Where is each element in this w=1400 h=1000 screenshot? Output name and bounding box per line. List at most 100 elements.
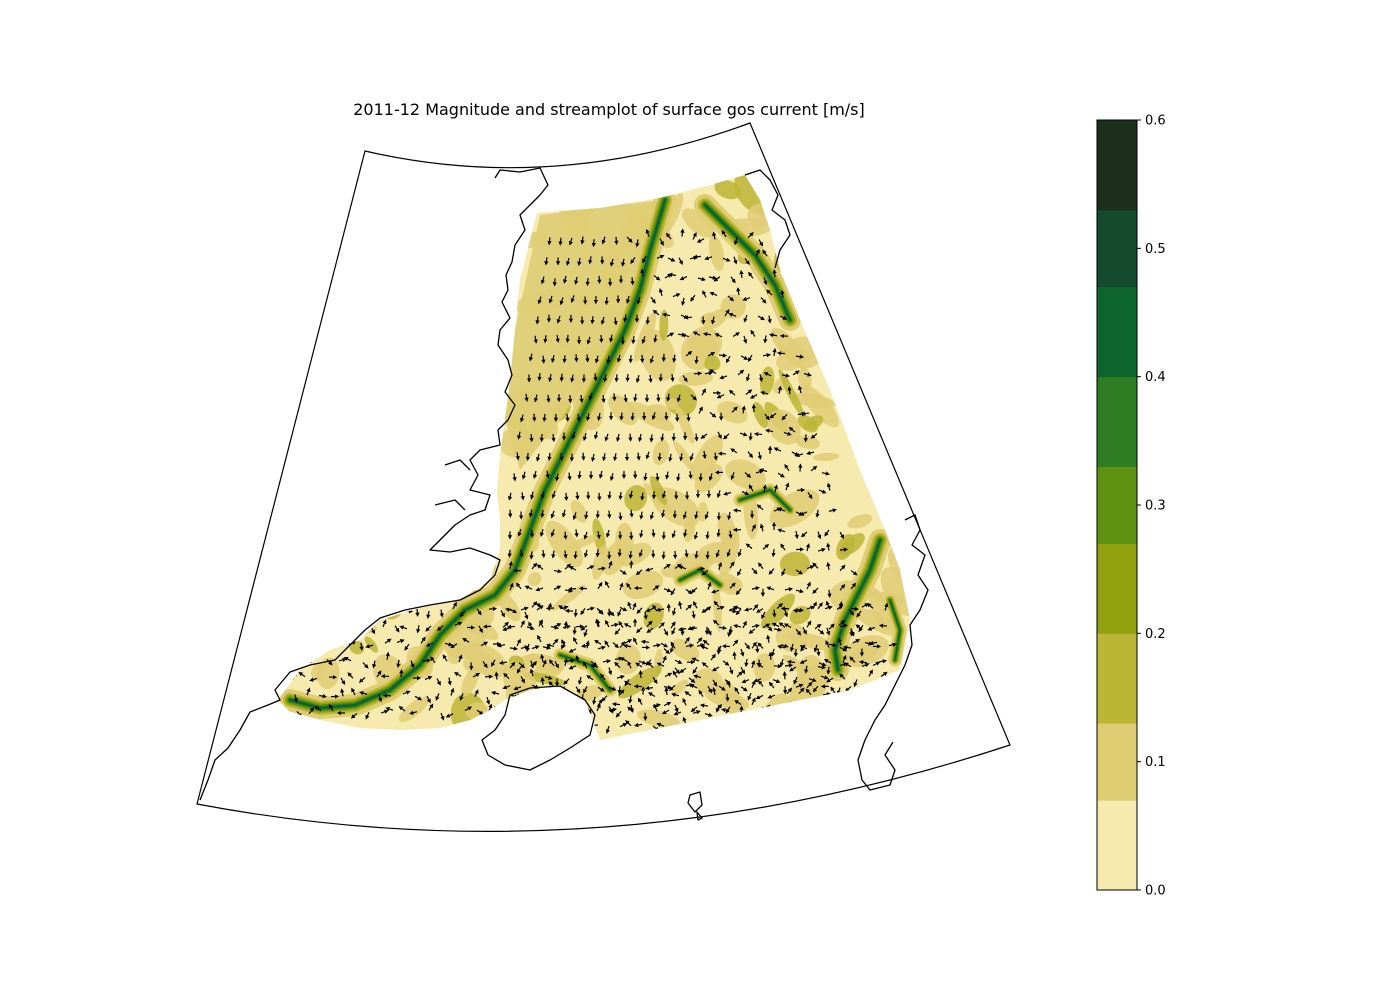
streamplot-arrow xyxy=(670,373,675,383)
streamplot-arrow xyxy=(570,374,575,383)
streamplot-arrow xyxy=(741,405,746,414)
streamplot-arrow xyxy=(671,627,676,636)
streamplot-arrow xyxy=(552,638,559,646)
streamplot-arrow xyxy=(768,681,775,689)
streamplot-arrow xyxy=(555,334,560,343)
streamplot-arrow xyxy=(529,509,534,518)
streamplot-arrow xyxy=(848,608,855,616)
streamplot-arrow xyxy=(688,471,693,480)
streamplot-arrow xyxy=(783,431,792,436)
streamplot-arrow xyxy=(718,685,726,691)
streamplot-arrow xyxy=(628,433,633,442)
streamplot-arrow xyxy=(540,509,545,519)
streamplot-arrow xyxy=(694,550,699,559)
streamplot-arrow xyxy=(563,620,568,629)
streamplot-arrow xyxy=(666,393,671,402)
streamplot-arrow xyxy=(663,588,672,593)
colorbar-level-2 xyxy=(1097,633,1137,724)
streamplot-arrow xyxy=(693,531,699,540)
streamplot-arrow xyxy=(805,688,812,696)
streamplot-arrow xyxy=(420,636,426,644)
streamplot-arrow xyxy=(571,431,576,440)
streamplot-arrow xyxy=(716,529,721,538)
streamplot-arrow xyxy=(444,642,453,647)
streamplot-arrow xyxy=(553,585,562,590)
streamplot-arrow xyxy=(764,428,774,433)
streamplot-arrow xyxy=(789,666,797,672)
streamplot-arrow xyxy=(742,620,747,629)
streamplot-arrow xyxy=(616,674,625,680)
streamplot-arrow xyxy=(614,236,619,246)
streamplot-arrow xyxy=(396,659,401,668)
streamplot-arrow xyxy=(735,608,742,616)
streamplot-arrow xyxy=(597,581,603,590)
streamplot-arrow xyxy=(806,450,815,456)
streamplot-arrow xyxy=(800,531,808,538)
streamplot-arrow xyxy=(613,453,618,462)
streamplot-arrow xyxy=(772,609,777,618)
streamplot-arrow xyxy=(699,703,709,708)
streamplot-arrow xyxy=(739,269,744,279)
streamplot-arrow xyxy=(684,549,689,558)
magnitude-patch xyxy=(889,187,910,209)
streamplot-arrow xyxy=(713,276,721,282)
streamplot-arrow xyxy=(707,685,712,694)
streamplot-arrow xyxy=(635,375,641,384)
streamplot-arrow xyxy=(656,722,665,727)
streamplot-arrow xyxy=(748,628,756,634)
streamplot-arrow xyxy=(515,582,522,590)
streamplot-arrow xyxy=(636,452,641,461)
streamplot-arrow xyxy=(820,675,829,680)
streamplot-arrow xyxy=(701,388,706,396)
streamplot-arrow xyxy=(436,678,441,686)
streamplot-arrow xyxy=(627,706,634,713)
streamplot-arrow xyxy=(658,287,664,297)
streamplot-arrow xyxy=(605,725,610,734)
streamplot-arrow xyxy=(506,624,516,629)
streamplot-arrow xyxy=(645,607,654,613)
streamplot-arrow xyxy=(818,662,827,667)
streamplot-arrow xyxy=(674,667,680,675)
streamplot-arrow xyxy=(636,627,643,634)
streamplot-arrow xyxy=(618,620,624,628)
streamplot-arrow xyxy=(693,600,698,609)
streamplot-arrow xyxy=(385,651,390,660)
streamplot-arrow xyxy=(744,642,751,650)
streamplot-arrow xyxy=(399,625,408,630)
magnitude-patch xyxy=(615,644,641,675)
current-band-layer xyxy=(559,654,611,691)
magnitude-patch xyxy=(779,551,811,577)
streamplot-arrow xyxy=(690,706,698,713)
streamplot-arrow xyxy=(722,660,730,666)
streamplot-arrow xyxy=(806,565,815,570)
streamplot-arrow xyxy=(718,353,728,358)
magnitude-patch xyxy=(714,179,742,200)
streamplot-arrow xyxy=(453,672,462,677)
streamplot-arrow xyxy=(619,641,626,648)
streamplot-arrow xyxy=(652,604,658,612)
streamplot-arrow xyxy=(663,648,670,655)
streamplot-arrow xyxy=(531,601,538,608)
streamplot-arrow xyxy=(725,693,730,702)
streamplot-arrow xyxy=(668,453,673,462)
streamplot-arrow xyxy=(645,567,654,572)
streamplot-arrow xyxy=(761,611,766,620)
streamplot-arrow xyxy=(580,236,585,245)
streamplot-arrow xyxy=(817,602,823,610)
streamplot-arrow xyxy=(786,659,796,665)
streamplot-arrow xyxy=(772,269,777,278)
streamplot-arrow xyxy=(716,490,721,499)
streamplot-arrow xyxy=(710,653,716,661)
streamplot-arrow xyxy=(732,332,740,337)
streamplot-arrow xyxy=(781,413,788,421)
streamplot-arrow xyxy=(839,547,849,552)
magnitude-patch xyxy=(659,309,669,342)
streamplot-arrow xyxy=(476,608,482,616)
streamplot-arrow xyxy=(572,626,577,635)
streamplot-arrow xyxy=(793,676,798,685)
streamplot-arrow xyxy=(608,560,613,569)
streamplot-arrow xyxy=(776,602,783,609)
streamplot-arrow xyxy=(712,666,720,672)
streamplot-arrow xyxy=(537,296,542,305)
streamplot-arrow xyxy=(804,665,809,674)
